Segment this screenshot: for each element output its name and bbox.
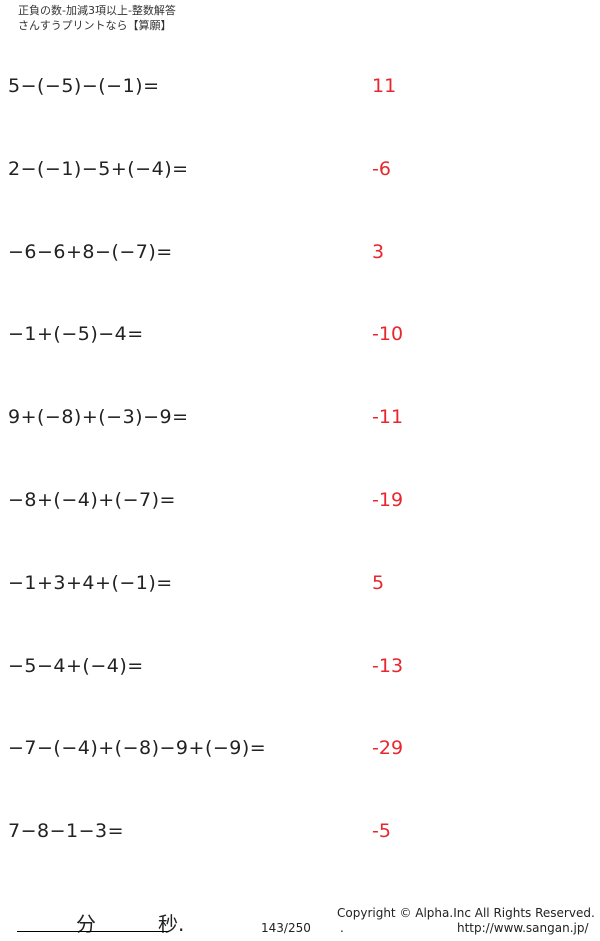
problem-answer: -29 <box>372 737 404 760</box>
problem-question: −1+3+4+(−1)= <box>8 571 173 594</box>
problem-question: −5−4+(−4)= <box>8 654 144 677</box>
problem-answer: -19 <box>372 489 404 511</box>
problem-answer: -5 <box>372 820 391 843</box>
problem-answer: -13 <box>372 654 404 677</box>
problem-answer: 11 <box>372 75 397 97</box>
worksheet-subtitle: さんすうプリントなら【算願】 <box>18 19 172 32</box>
problem-answer: -11 <box>372 406 404 429</box>
problem-answer: -6 <box>372 157 391 180</box>
problem-question: −6−6+8−(−7)= <box>8 240 173 263</box>
footer-dot: . <box>340 921 344 935</box>
problem-question: −1+(−5)−4= <box>8 323 144 346</box>
site-url[interactable]: http://www.sangan.jp/ <box>457 921 589 935</box>
problem-question: 7−8−1−3= <box>8 820 125 843</box>
problem-question: 2−(−1)−5+(−4)= <box>8 157 189 180</box>
problem-answer: 3 <box>372 240 385 263</box>
minutes-label: 分 <box>76 912 96 936</box>
problem-question: −7−(−4)+(−8)−9+(−9)= <box>8 737 267 760</box>
problem-question: 9+(−8)+(−3)−9= <box>8 406 189 429</box>
time-underline <box>17 931 169 932</box>
problem-question: −8+(−4)+(−7)= <box>8 489 176 511</box>
copyright: Copyright © Alpha.Inc All Rights Reserve… <box>337 906 595 920</box>
page-number: 143/250 <box>261 921 311 935</box>
problem-question: 5−(−5)−(−1)= <box>8 75 160 97</box>
seconds-label: 秒. <box>158 912 185 936</box>
problem-answer: 5 <box>372 571 385 594</box>
problem-answer: -10 <box>372 323 404 346</box>
worksheet-title: 正負の数-加減3項以上-整数解答 <box>18 4 176 17</box>
